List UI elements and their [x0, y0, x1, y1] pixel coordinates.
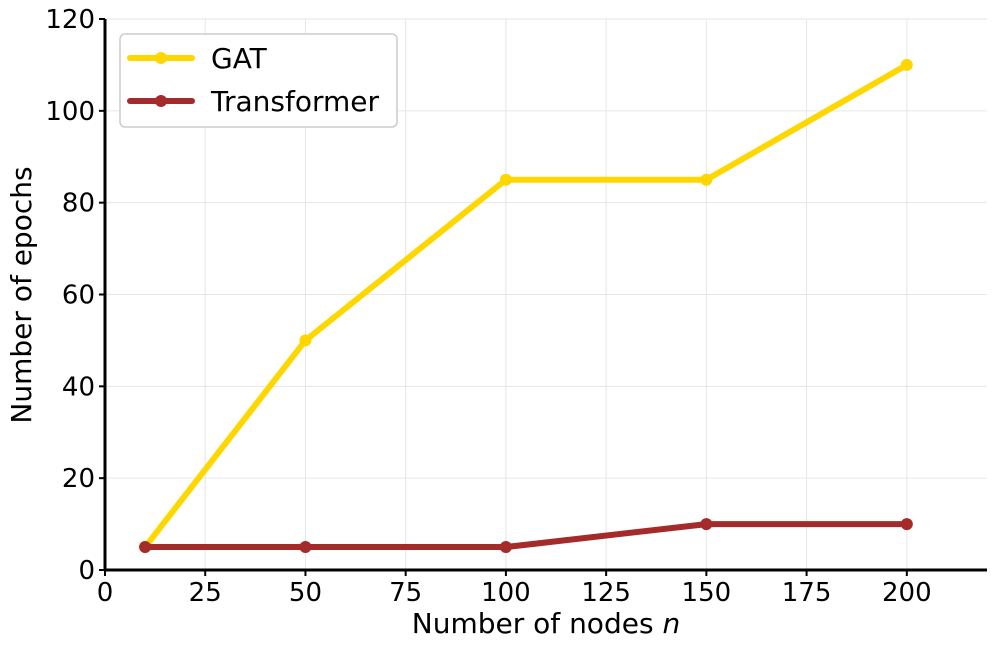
ticks: 0 25 50 75 100 125 150 175 200 0 20 40 60 80 100 120 [45, 5, 931, 608]
x-tick-label: 175 [782, 578, 832, 608]
transformer-legend-label: Transformer [210, 85, 380, 118]
x-tick-label: 125 [581, 578, 631, 608]
transformer-point [700, 518, 713, 531]
transformer-point [299, 541, 312, 554]
gat-point [900, 58, 913, 71]
x-tick-label: 25 [189, 578, 222, 608]
gat-legend-marker [155, 52, 167, 64]
transformer-point [499, 541, 512, 554]
y-tick-label: 60 [62, 281, 95, 311]
legend: GAT Transformer [119, 33, 398, 128]
y-tick-label: 120 [45, 5, 95, 35]
x-tick-label: 50 [289, 578, 322, 608]
y-tick-label: 0 [78, 556, 95, 586]
y-tick-label: 100 [45, 97, 95, 127]
y-tick-label: 20 [62, 464, 95, 494]
gat-point [499, 173, 512, 186]
series-group [139, 58, 913, 554]
gat-series-line [142, 61, 910, 551]
y-tick-label: 40 [62, 372, 95, 402]
x-axis-variable: n [662, 607, 680, 640]
gat-point [700, 173, 713, 186]
x-tick-label: 75 [389, 578, 422, 608]
transformer-point [900, 518, 913, 531]
x-tick-label: 100 [481, 578, 531, 608]
x-axis-label: Number of nodes n [412, 607, 680, 640]
x-tick-label: 150 [682, 578, 732, 608]
transformer-series-line [142, 521, 910, 551]
y-tick-label: 80 [62, 189, 95, 219]
transformer-point [139, 541, 152, 554]
gat-legend-label: GAT [211, 42, 268, 75]
x-tick-label: 0 [97, 578, 114, 608]
transformer-legend-marker [155, 95, 167, 107]
y-axis-label: Number of epochs [5, 166, 38, 423]
x-tick-label: 200 [882, 578, 932, 608]
grid [105, 18, 987, 570]
gat-point [299, 334, 312, 347]
